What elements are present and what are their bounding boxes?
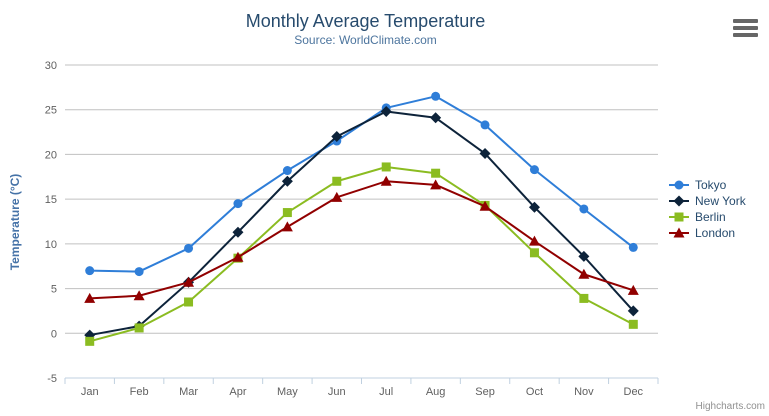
data-point-new-york-jul[interactable]: [380, 106, 392, 118]
data-point-tokyo-oct[interactable]: [529, 165, 539, 175]
data-point-london-nov[interactable]: [578, 268, 590, 279]
data-point-london-mar[interactable]: [183, 276, 195, 287]
data-point-london-jun[interactable]: [331, 191, 343, 202]
data-point-london-jan[interactable]: [84, 292, 96, 303]
y-tick-label: 10: [45, 239, 57, 251]
series-tokyo: [85, 91, 638, 277]
export-menu-button[interactable]: [731, 17, 761, 39]
x-axis-label: Apr: [229, 386, 246, 398]
legend-label-berlin: Berlin: [695, 210, 726, 224]
hamburger-icon: [733, 19, 758, 23]
credits-link[interactable]: Highcharts.com: [695, 401, 765, 412]
data-point-tokyo-aug[interactable]: [431, 91, 441, 101]
y-tick-label: 0: [51, 328, 57, 340]
data-point-berlin-dec[interactable]: [628, 319, 638, 329]
legend-label-new-york: New York: [695, 194, 746, 208]
data-point-berlin-feb[interactable]: [134, 323, 144, 333]
data-point-london-feb[interactable]: [133, 290, 145, 301]
data-point-berlin-oct[interactable]: [529, 248, 539, 258]
x-axis-label: Mar: [179, 386, 198, 398]
data-point-new-york-aug[interactable]: [430, 112, 442, 124]
y-tick-label: 5: [51, 284, 57, 296]
hamburger-icon: [733, 33, 758, 37]
data-point-tokyo-apr[interactable]: [233, 199, 243, 209]
data-point-london-dec[interactable]: [627, 284, 639, 295]
data-point-tokyo-sep[interactable]: [480, 120, 490, 130]
y-tick-label: 30: [45, 60, 57, 72]
x-axis-label: Jan: [81, 386, 99, 398]
data-point-tokyo-dec[interactable]: [628, 242, 638, 252]
y-tick-label: 15: [45, 194, 57, 206]
y-tick-label: 25: [45, 105, 57, 117]
series-london: [84, 175, 639, 303]
series-line-london: [88, 180, 635, 300]
data-point-new-york-nov[interactable]: [578, 250, 590, 262]
x-axis-label: Dec: [624, 386, 644, 398]
data-point-new-york-jun[interactable]: [331, 131, 343, 143]
data-point-berlin-jan[interactable]: [85, 336, 95, 346]
triangle-marker-icon: [669, 227, 689, 238]
series-line-tokyo: [88, 95, 635, 273]
y-tick-label: -5: [47, 373, 57, 385]
series-line-berlin: [88, 165, 635, 343]
data-point-berlin-jul[interactable]: [381, 162, 391, 172]
hamburger-icon: [733, 26, 758, 30]
data-point-new-york-oct[interactable]: [528, 201, 540, 213]
circle-marker-icon: [669, 180, 689, 190]
x-axis-label: Feb: [130, 386, 149, 398]
legend-item-berlin[interactable]: Berlin: [668, 209, 746, 225]
data-point-london-jul[interactable]: [380, 175, 392, 186]
data-point-tokyo-nov[interactable]: [579, 204, 589, 214]
x-axis-label: Nov: [574, 386, 594, 398]
chart-subtitle: Source: WorldClimate.com: [294, 33, 437, 47]
series-line-new-york: [88, 110, 635, 337]
x-axis-label: Jul: [379, 386, 393, 398]
x-axis-label: Aug: [426, 386, 446, 398]
data-point-london-apr[interactable]: [232, 251, 244, 262]
y-tick-label: 20: [45, 149, 57, 161]
data-point-berlin-aug[interactable]: [431, 168, 441, 178]
data-point-berlin-jun[interactable]: [332, 176, 342, 186]
data-point-new-york-apr[interactable]: [232, 226, 244, 238]
x-axis-label: Oct: [526, 386, 543, 398]
legend-item-new-york[interactable]: New York: [668, 193, 746, 209]
data-point-london-sep[interactable]: [479, 200, 491, 211]
square-marker-icon: [669, 212, 689, 222]
data-point-new-york-sep[interactable]: [479, 148, 491, 160]
data-point-london-aug[interactable]: [430, 179, 442, 190]
series-new-york: [84, 106, 639, 341]
diamond-marker-icon: [669, 195, 689, 207]
legend-item-tokyo[interactable]: Tokyo: [668, 177, 746, 193]
data-point-new-york-dec[interactable]: [627, 305, 639, 317]
data-point-berlin-may[interactable]: [282, 208, 292, 218]
x-axis-label: Sep: [475, 386, 495, 398]
data-point-london-oct[interactable]: [528, 235, 540, 246]
data-point-tokyo-mar[interactable]: [184, 243, 194, 253]
data-point-berlin-mar[interactable]: [184, 297, 194, 307]
data-point-tokyo-may[interactable]: [282, 166, 292, 176]
data-point-tokyo-feb[interactable]: [134, 267, 144, 277]
data-point-berlin-nov[interactable]: [579, 293, 589, 303]
legend-item-london[interactable]: London: [668, 225, 746, 241]
data-point-london-may[interactable]: [281, 221, 293, 232]
chart-title: Monthly Average Temperature: [245, 11, 486, 31]
legend: Tokyo New York Berlin London: [668, 177, 746, 241]
data-point-new-york-may[interactable]: [281, 175, 293, 187]
x-axis-label: Jun: [328, 386, 346, 398]
legend-label-tokyo: Tokyo: [695, 178, 727, 192]
data-point-tokyo-jan[interactable]: [85, 266, 95, 276]
legend-label-london: London: [695, 226, 736, 240]
y-axis-title: Temperature (°C): [8, 173, 22, 271]
x-axis-label: May: [277, 386, 298, 398]
